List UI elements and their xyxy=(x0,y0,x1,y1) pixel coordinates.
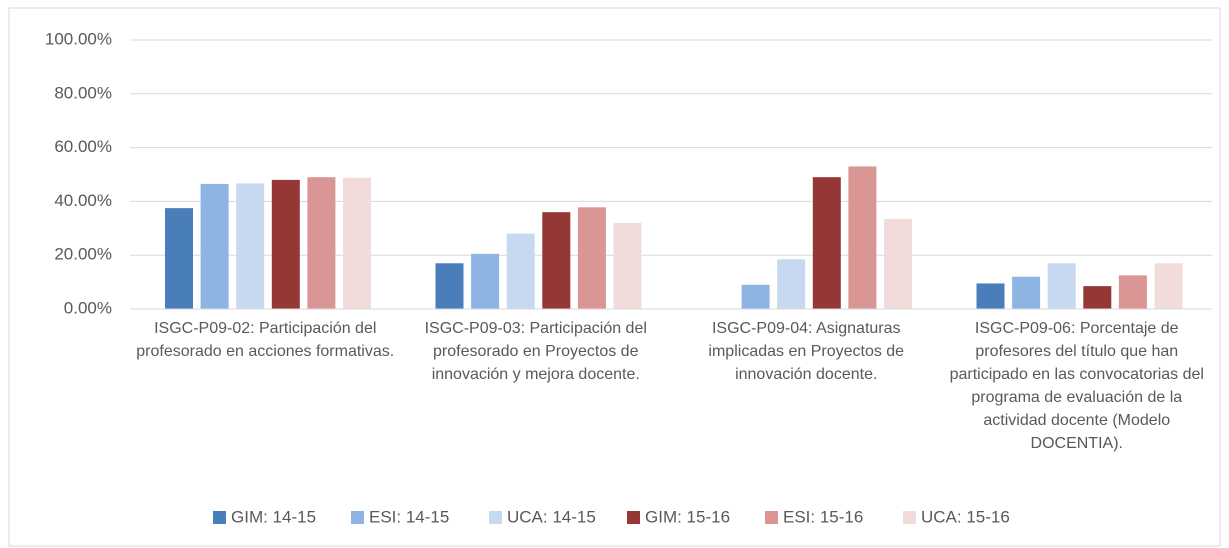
x-tick-label-box: ISGC-P09-06: Porcentaje de profesores de… xyxy=(949,320,1204,452)
bar xyxy=(1047,263,1076,309)
y-tick-label: 0.00% xyxy=(64,298,112,317)
bar xyxy=(307,177,336,309)
legend-swatch xyxy=(489,511,502,524)
bar xyxy=(471,253,500,309)
bar xyxy=(542,212,571,309)
bar xyxy=(506,233,535,309)
y-tick-label: 40.00% xyxy=(54,191,112,210)
legend-label: ESI: 15-16 xyxy=(783,507,863,526)
legend-label: GIM: 15-16 xyxy=(645,507,730,526)
legend-swatch xyxy=(351,511,364,524)
bar xyxy=(976,283,1005,309)
x-tick-label-box: ISGC-P09-02: Participación del profesora… xyxy=(136,320,395,360)
bar xyxy=(812,177,841,309)
bar xyxy=(165,208,193,309)
bar xyxy=(577,207,606,309)
legend-swatch xyxy=(765,511,778,524)
legend-swatch xyxy=(903,511,916,524)
bar xyxy=(1083,286,1112,309)
bar xyxy=(777,259,806,309)
y-tick-label: 60.00% xyxy=(54,137,112,156)
bar xyxy=(1012,276,1041,309)
bar xyxy=(613,222,642,309)
x-tick-label: ISGC-P09-03: Participación del profesora… xyxy=(424,320,647,383)
bar xyxy=(1154,263,1183,309)
x-tick-label-box: ISGC-P09-03: Participación del profesora… xyxy=(424,320,647,383)
y-tick-label: 20.00% xyxy=(54,245,112,264)
x-tick-label: ISGC-P09-04: Asignaturas implicadas en P… xyxy=(708,320,905,383)
bar xyxy=(741,284,770,309)
bar xyxy=(848,166,877,309)
legend-swatch xyxy=(627,511,640,524)
legend-label: ESI: 14-15 xyxy=(369,507,449,526)
bar xyxy=(236,183,265,309)
x-tick-label-box: ISGC-P09-04: Asignaturas implicadas en P… xyxy=(708,320,905,383)
y-tick-label: 80.00% xyxy=(54,83,112,102)
bar xyxy=(343,177,371,309)
bar xyxy=(200,183,229,309)
legend-label: UCA: 14-15 xyxy=(507,507,596,526)
x-tick-label: ISGC-P09-06: Porcentaje de profesores de… xyxy=(949,320,1204,452)
x-tick-label: ISGC-P09-02: Participación del profesora… xyxy=(136,320,395,360)
y-tick-label: 100.00% xyxy=(45,29,112,48)
legend-label: GIM: 14-15 xyxy=(231,507,316,526)
bar xyxy=(435,263,464,309)
legend-swatch xyxy=(213,511,226,524)
bar xyxy=(884,218,912,309)
bar xyxy=(271,179,300,309)
legend-label: UCA: 15-16 xyxy=(921,507,1010,526)
bar xyxy=(1118,275,1147,309)
